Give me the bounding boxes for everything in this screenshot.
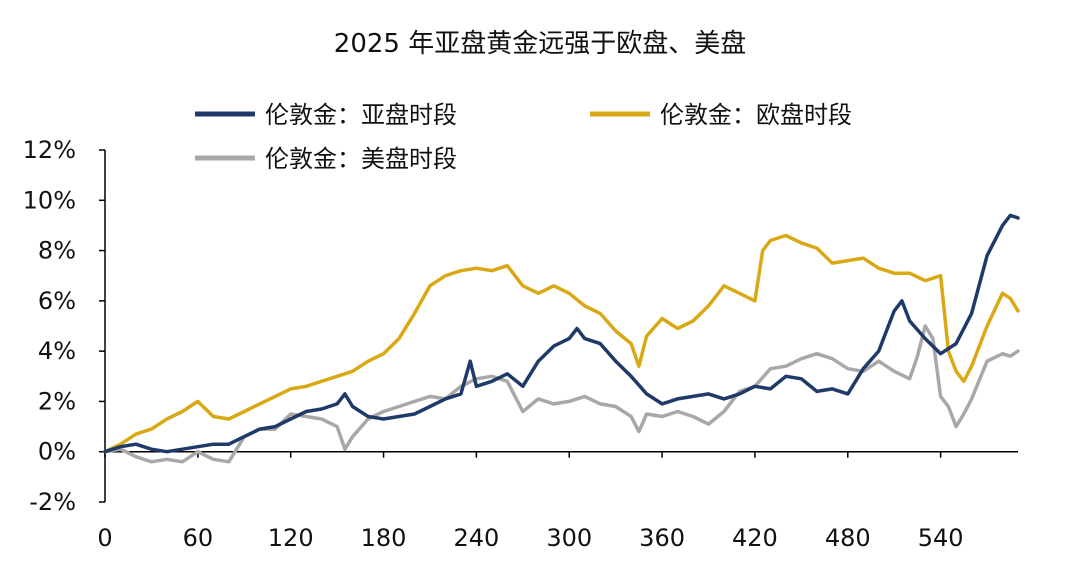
y-tick-label: 4% bbox=[38, 337, 76, 365]
series-line-2 bbox=[103, 233, 1020, 454]
y-tick-label: 8% bbox=[38, 237, 76, 265]
x-tick-label: 120 bbox=[268, 524, 314, 552]
y-tick-label: -2% bbox=[29, 488, 76, 516]
y-tick-label: 6% bbox=[38, 287, 76, 315]
x-tick-label: 420 bbox=[732, 524, 778, 552]
chart-axes: -2% 0% 2% 4% 6% 8% 10% 12% 0 60 120 180 240 300 360 420… bbox=[23, 136, 1018, 552]
legend-item: 伦敦金：美盘时段 bbox=[195, 145, 457, 173]
chart-series-layer bbox=[103, 213, 1020, 464]
x-tick-label: 480 bbox=[825, 524, 871, 552]
legend-item: 伦敦金：亚盘时段 bbox=[195, 101, 457, 129]
y-tick-label: 0% bbox=[38, 438, 76, 466]
x-tick-label: 0 bbox=[97, 524, 112, 552]
x-tick-label: 360 bbox=[639, 524, 685, 552]
y-tick-label: 2% bbox=[38, 387, 76, 415]
x-tick-label: 60 bbox=[183, 524, 214, 552]
x-tick-label: 540 bbox=[918, 524, 964, 552]
legend-label: 伦敦金：美盘时段 bbox=[265, 145, 457, 173]
legend-label: 伦敦金：欧盘时段 bbox=[660, 101, 852, 129]
legend-item: 伦敦金：欧盘时段 bbox=[590, 101, 852, 129]
legend-label: 伦敦金：亚盘时段 bbox=[265, 101, 457, 129]
series-line-3 bbox=[103, 324, 1020, 464]
series-line-1 bbox=[103, 213, 1020, 454]
x-tick-label: 240 bbox=[453, 524, 499, 552]
y-tick-label: 10% bbox=[23, 186, 76, 214]
y-tick-label: 12% bbox=[23, 136, 76, 164]
chart-title: 2025 年亚盘黄金远强于欧盘、美盘 bbox=[334, 29, 746, 59]
x-tick-label: 180 bbox=[361, 524, 407, 552]
x-tick-label: 300 bbox=[546, 524, 592, 552]
